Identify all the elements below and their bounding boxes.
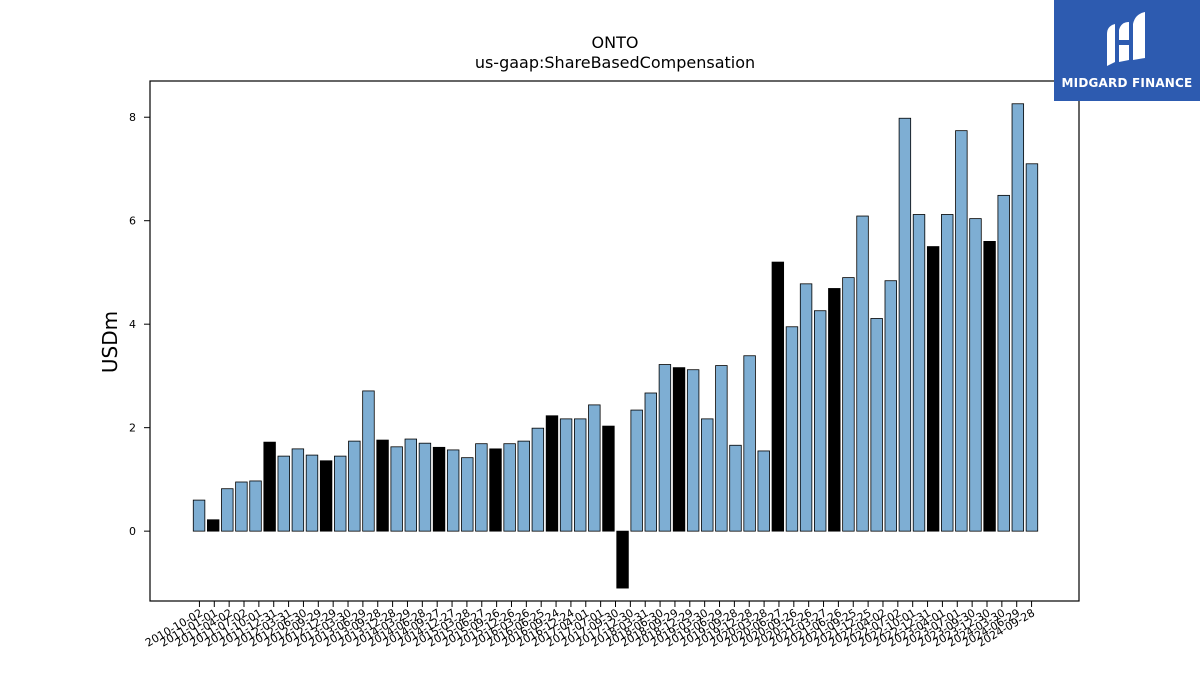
bar <box>898 117 912 532</box>
bar <box>489 448 502 532</box>
y-axis: 0 2 4 6 8 <box>129 111 150 538</box>
bar <box>418 442 432 532</box>
bar <box>305 454 319 532</box>
bar <box>376 439 389 532</box>
bar <box>771 261 785 532</box>
bar <box>969 218 982 532</box>
y-tick-label: 6 <box>129 215 136 228</box>
bars-group <box>192 103 1039 589</box>
bar <box>941 214 954 532</box>
bar <box>404 438 417 532</box>
bar <box>630 409 643 532</box>
bar <box>531 427 545 532</box>
brand-logo: MIDGARD FINANCE <box>1054 0 1200 101</box>
bar <box>475 443 488 532</box>
bar <box>785 326 799 532</box>
bar <box>574 418 587 532</box>
bar <box>291 448 305 532</box>
bar <box>828 288 841 532</box>
bar <box>263 441 276 532</box>
bar <box>206 519 220 532</box>
bar <box>1025 163 1039 532</box>
bar <box>672 367 686 532</box>
bar <box>192 499 206 532</box>
bar <box>503 443 516 532</box>
y-tick-label: 8 <box>129 111 136 124</box>
bar <box>912 214 926 532</box>
bar <box>249 480 262 532</box>
bar <box>319 460 333 532</box>
bar <box>729 444 742 532</box>
bar <box>390 446 403 532</box>
bar <box>884 280 897 532</box>
y-tick-label: 2 <box>129 422 136 435</box>
bar <box>842 277 855 532</box>
bar <box>686 369 700 532</box>
bar <box>277 455 290 532</box>
bar <box>602 425 615 532</box>
bar <box>348 440 361 532</box>
logo-text: MIDGARD FINANCE <box>1061 76 1193 90</box>
plot-frame <box>149 80 1080 602</box>
bar <box>461 457 474 532</box>
bar <box>235 481 248 532</box>
bar <box>559 418 573 532</box>
y-axis-label: USDm <box>98 311 122 373</box>
bar <box>926 246 940 532</box>
x-axis: 2010-10-022011-01-012011-04-022011-07-02… <box>143 601 1037 650</box>
bar <box>799 283 813 532</box>
bar <box>1011 103 1025 532</box>
bar <box>362 390 375 532</box>
chart-subtitle: us-gaap:ShareBasedCompensation <box>475 53 755 72</box>
bar <box>221 488 234 532</box>
bar <box>814 310 827 532</box>
bar <box>983 240 996 532</box>
bar <box>616 530 629 589</box>
chart-title: ONTO <box>592 33 639 52</box>
bar <box>870 318 883 532</box>
bar <box>644 392 657 532</box>
bar <box>743 355 756 532</box>
y-tick-label: 0 <box>129 525 136 538</box>
bar <box>715 365 728 532</box>
bar <box>446 449 460 532</box>
y-tick-label: 4 <box>129 318 136 331</box>
bar <box>658 364 672 532</box>
bar <box>757 450 770 532</box>
bar <box>432 446 446 532</box>
bar <box>334 455 347 532</box>
midgard-m-icon <box>1107 12 1145 66</box>
bar <box>955 130 968 532</box>
bar <box>588 404 601 532</box>
bar <box>545 415 559 532</box>
bar <box>997 194 1010 532</box>
bar <box>517 440 530 532</box>
bar <box>856 215 869 532</box>
bar <box>701 418 714 532</box>
